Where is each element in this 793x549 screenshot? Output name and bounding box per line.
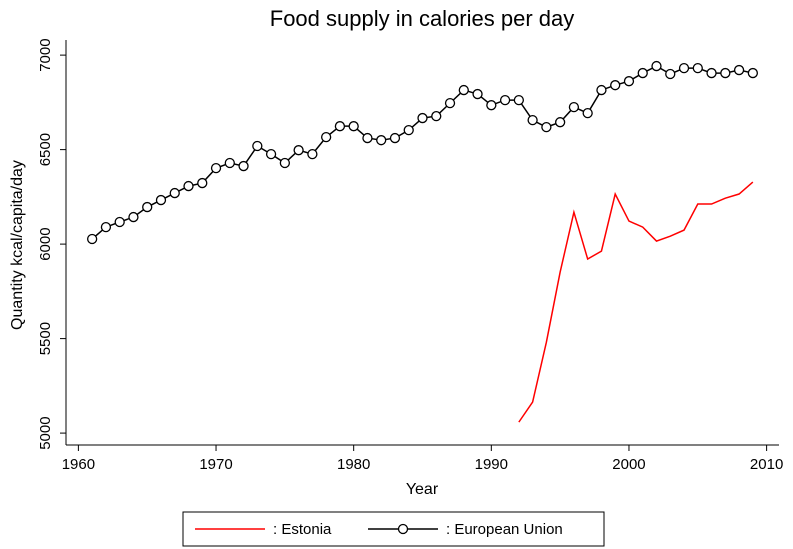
x-tick-label: 1990 bbox=[475, 456, 508, 473]
point bbox=[527, 114, 538, 126]
point bbox=[210, 162, 222, 174]
point bbox=[252, 140, 263, 152]
point bbox=[320, 131, 332, 143]
point bbox=[486, 100, 497, 111]
point bbox=[554, 117, 566, 128]
point bbox=[582, 107, 593, 119]
point bbox=[100, 221, 112, 233]
point bbox=[747, 67, 758, 79]
point bbox=[720, 67, 731, 79]
point bbox=[348, 121, 359, 132]
point bbox=[692, 63, 703, 74]
point bbox=[265, 148, 277, 160]
point bbox=[637, 67, 648, 79]
y-axis-label: Quantity kcal/capita/day bbox=[9, 160, 26, 330]
legend-label: : Estonia bbox=[273, 521, 332, 538]
chart-title: Food supply in calories per day bbox=[270, 6, 575, 31]
point bbox=[169, 187, 180, 199]
point bbox=[568, 101, 580, 113]
legend-label: : European Union bbox=[446, 521, 563, 538]
series-line bbox=[91, 65, 754, 240]
point bbox=[678, 63, 690, 74]
point bbox=[238, 160, 249, 172]
point bbox=[224, 157, 235, 169]
series-line bbox=[518, 181, 754, 423]
point bbox=[334, 121, 346, 132]
point bbox=[513, 94, 525, 106]
point bbox=[142, 201, 153, 213]
y-tick-label: 7000 bbox=[37, 38, 54, 71]
point bbox=[197, 177, 208, 189]
point bbox=[651, 60, 662, 72]
point bbox=[362, 132, 373, 144]
point bbox=[431, 111, 442, 122]
point bbox=[114, 216, 125, 228]
point bbox=[596, 84, 607, 96]
y-tick-label: 6500 bbox=[37, 133, 54, 166]
point bbox=[279, 157, 291, 169]
x-axis-label: Year bbox=[406, 481, 439, 498]
point bbox=[444, 97, 456, 109]
point bbox=[623, 76, 635, 87]
y-tick-label: 5000 bbox=[37, 416, 54, 449]
y-tick-label: 6000 bbox=[37, 227, 54, 260]
point bbox=[610, 80, 621, 91]
point bbox=[541, 121, 552, 133]
x-tick-label: 2010 bbox=[750, 456, 783, 473]
point bbox=[293, 145, 304, 156]
point bbox=[458, 84, 469, 96]
x-tick-label: 2000 bbox=[612, 456, 645, 473]
y-tick-label: 5500 bbox=[37, 322, 54, 355]
point bbox=[87, 233, 98, 245]
point bbox=[706, 67, 717, 79]
point bbox=[155, 194, 167, 206]
x-tick-label: 1960 bbox=[62, 456, 95, 473]
point bbox=[499, 94, 511, 106]
point bbox=[307, 148, 318, 160]
point bbox=[389, 132, 401, 144]
legend-marker bbox=[397, 523, 409, 535]
point bbox=[183, 180, 194, 192]
point bbox=[128, 211, 139, 223]
point bbox=[665, 68, 676, 80]
x-tick-label: 1970 bbox=[199, 456, 232, 473]
point bbox=[472, 88, 483, 100]
point bbox=[403, 124, 414, 136]
x-tick-label: 1980 bbox=[337, 456, 370, 473]
point bbox=[733, 64, 745, 76]
point bbox=[376, 135, 387, 146]
point bbox=[417, 112, 428, 124]
legend-box bbox=[182, 511, 605, 547]
